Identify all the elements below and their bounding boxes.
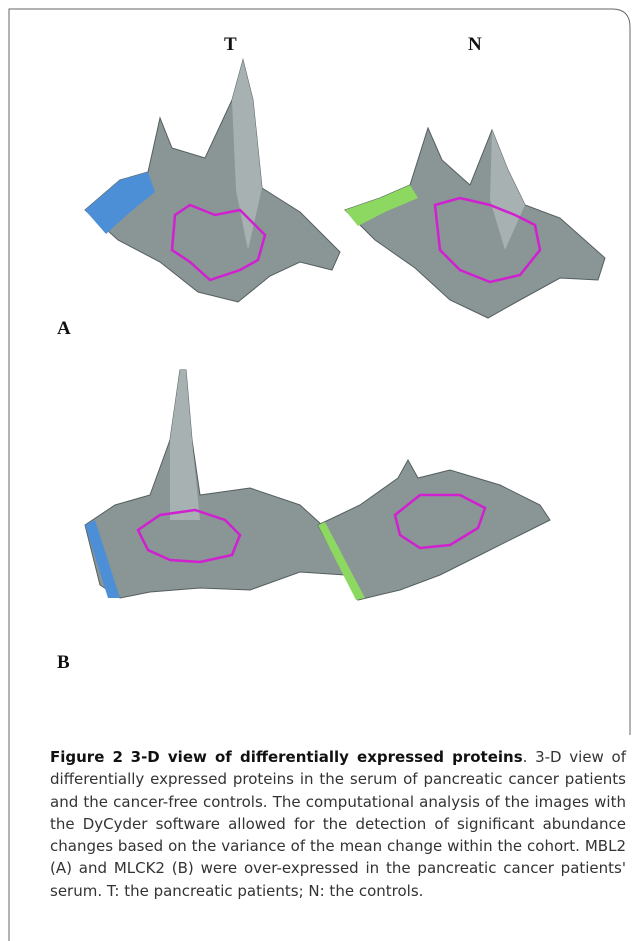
surface-b-n [317,458,551,601]
column-label: T [224,34,237,55]
figure-frame [8,8,631,941]
caption-title: 3-D view of differentially expressed pro… [130,748,523,766]
column-label: N [468,34,482,55]
surface-a-n [344,126,606,319]
caption: Figure 2 3-D view of differentially expr… [50,746,626,902]
panel-label: A [57,318,71,339]
caption-body: . 3-D view of differentially expressed p… [50,748,626,900]
caption-label: Figure 2 [50,748,123,766]
surface-a-t [84,58,341,303]
panel-label: B [57,652,70,673]
surface-b-t [84,369,356,599]
